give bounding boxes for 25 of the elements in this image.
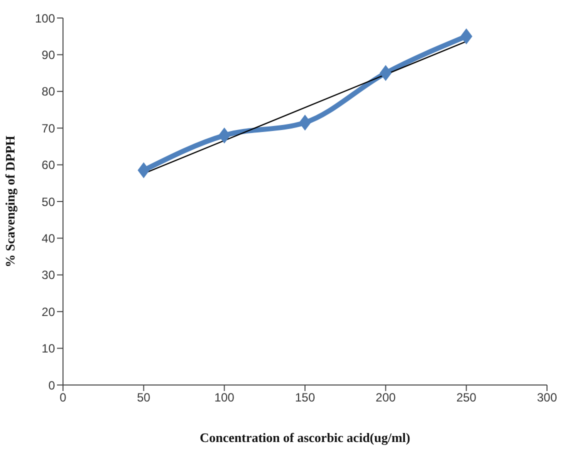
y-tick-label: 50 (42, 194, 56, 209)
x-tick-label: 150 (294, 390, 316, 405)
y-tick-label: 60 (42, 158, 56, 172)
point (299, 114, 311, 131)
y-tick-label: 80 (42, 84, 56, 99)
point (380, 65, 392, 82)
x-tick-label: 50 (136, 390, 151, 405)
point (218, 127, 230, 144)
y-tick-label: 40 (42, 231, 56, 246)
x-tick-label: 300 (536, 390, 558, 405)
x-axis-title: Concentration of ascorbic acid(ug/ml) (200, 430, 410, 445)
y-tick-label: 20 (42, 304, 56, 319)
x-tick-label: 100 (214, 390, 235, 405)
point (138, 162, 150, 178)
y-tick-label: 0 (48, 378, 56, 392)
x-tick-label: 0 (60, 390, 67, 405)
y-tick-label: 90 (42, 48, 56, 62)
y-axis-title: % Scavenging of DPPH (2, 136, 18, 268)
y-tick-label: 30 (42, 268, 56, 282)
y-tick-label: 10 (42, 342, 56, 356)
x-tick-label: 250 (456, 390, 477, 405)
point (460, 28, 472, 44)
y-tick-label: 70 (42, 121, 56, 136)
y-tick-label: 100 (34, 11, 56, 26)
x-tick-label: 200 (376, 390, 396, 405)
